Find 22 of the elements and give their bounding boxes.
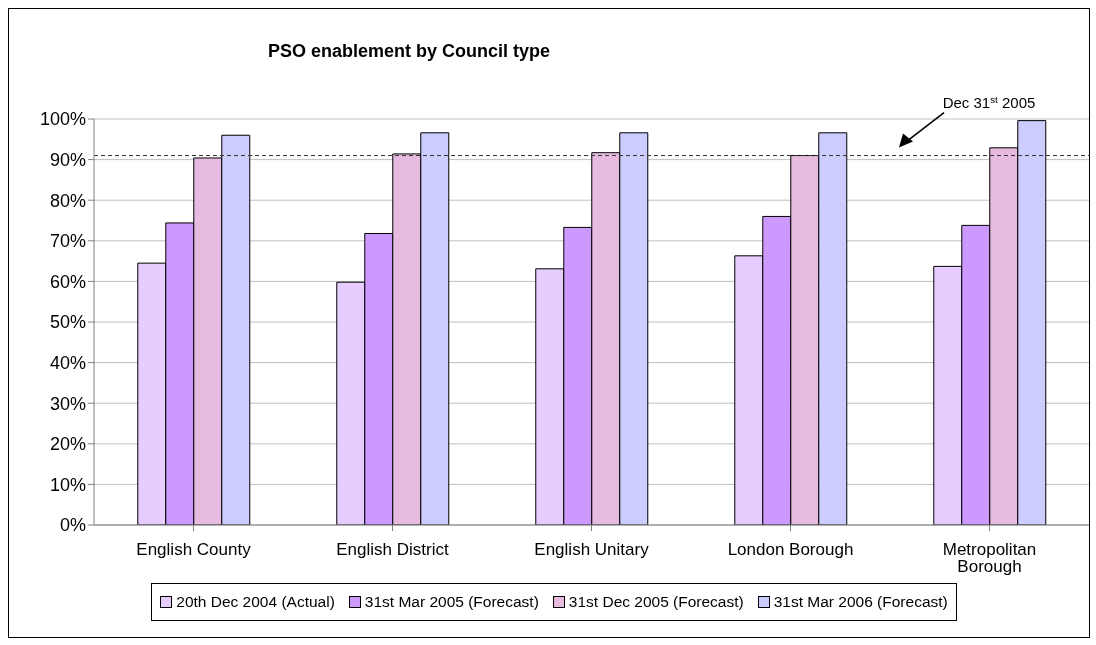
x-tick-label: English Unitary (534, 540, 650, 560)
y-tick-label: 90% (49, 149, 86, 170)
legend-label: 20th Dec 2004 (Actual) (176, 593, 335, 611)
y-tick-label: 60% (49, 271, 86, 292)
y-tick-label: 40% (49, 352, 86, 373)
y-tick-label: 50% (49, 312, 86, 333)
y-tick-label: 10% (49, 474, 86, 495)
chart-title: PSO enablement by Council type (266, 41, 552, 62)
y-tick-label: 100% (39, 109, 86, 130)
y-tick-label: 70% (49, 231, 86, 252)
x-tick-label: London Borough (727, 540, 854, 560)
y-tick-label: 30% (49, 393, 86, 414)
legend-label: 31st Dec 2005 (Forecast) (568, 593, 744, 611)
legend-label: 31st Mar 2006 (Forecast) (773, 593, 948, 611)
y-tick-label: 20% (49, 434, 86, 455)
x-tick-label: Metropolitan Borough (942, 540, 1037, 577)
x-tick-label: English County (136, 540, 252, 560)
ref-line-label: Dec 31$^{st}$ 2005 (942, 93, 1036, 111)
legend-label: 31st Mar 2005 (Forecast) (364, 593, 539, 611)
x-tick-label: English District (336, 540, 449, 560)
y-tick-label: 80% (49, 190, 86, 211)
y-tick-label: 0% (59, 515, 86, 536)
